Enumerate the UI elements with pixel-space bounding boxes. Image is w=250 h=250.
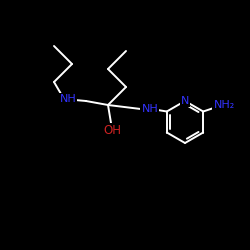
Text: N: N (181, 96, 189, 106)
Text: NH: NH (60, 94, 76, 104)
Text: NH₂: NH₂ (214, 100, 235, 110)
Text: NH: NH (142, 104, 158, 114)
Text: OH: OH (103, 124, 121, 138)
